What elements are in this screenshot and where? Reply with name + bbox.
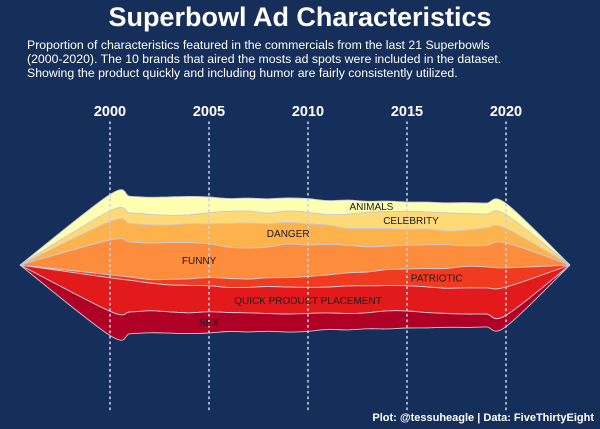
subtitle-line-2: (2000-2020). The 10 brands that aired th… [27, 52, 502, 66]
stream-label-patriotic: PATRIOTIC [411, 274, 463, 285]
subtitle-line-1: Proportion of characteristics featured i… [27, 38, 490, 52]
stream-label-funny: FUNNY [182, 256, 217, 267]
plot-caption: Plot: @tessuheagle | Data: FiveThirtyEig… [372, 412, 594, 424]
year-reference-lines [109, 121, 507, 411]
stream-sex [19, 264, 571, 341]
stream-label-sex: SEX [199, 318, 219, 329]
x-axis-tick-labels: 2000 2005 2010 2015 2020 [94, 104, 522, 120]
stream-labels: ANIMALS CELEBRITY DANGER FUNNY PATRIOTIC QUIC… [182, 202, 463, 329]
tick-label-2005: 2005 [193, 104, 225, 120]
subtitle-line-3: Showing the product quickly and includin… [27, 66, 458, 80]
stream-label-danger: DANGER [267, 229, 310, 240]
tick-label-2015: 2015 [391, 104, 423, 120]
stream-label-celebrity: CELEBRITY [383, 216, 439, 227]
stream-label-animals: ANIMALS [349, 202, 393, 213]
tick-label-2010: 2010 [292, 104, 324, 120]
tick-label-2000: 2000 [94, 104, 126, 120]
tick-label-2020: 2020 [490, 104, 522, 120]
chart-subtitle: Proportion of characteristics featured i… [27, 38, 587, 80]
stream-label-quick-product-placement: QUICK PRODUCT PLACEMENT [234, 296, 382, 307]
stream-layers [19, 189, 571, 341]
chart-title: Superbowl Ad Characteristics [108, 2, 492, 32]
